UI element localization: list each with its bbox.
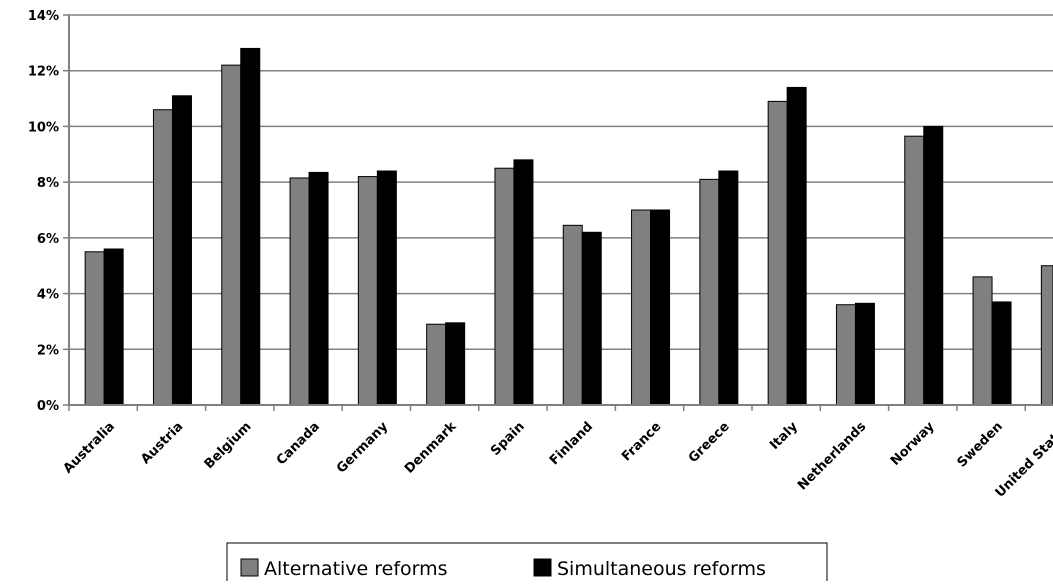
legend: Alternative reforms Simultaneous reforms xyxy=(226,542,828,586)
bar-simultaneous xyxy=(103,248,124,406)
legend-label-simultaneous: Simultaneous reforms xyxy=(557,558,766,580)
y-tick-label: 0% xyxy=(37,399,59,414)
bar-simultaneous xyxy=(308,171,329,406)
x-tick-label: Sweden xyxy=(955,419,1006,470)
bar-simultaneous xyxy=(581,231,602,406)
bar-alternative xyxy=(494,167,515,406)
legend-swatch-alternative xyxy=(240,558,259,577)
bar-alternative xyxy=(972,276,993,406)
bar-simultaneous xyxy=(445,322,466,406)
y-tick-label: 2% xyxy=(37,343,59,358)
bar-simultaneous xyxy=(240,47,261,406)
bar-simultaneous xyxy=(171,95,192,406)
bar-alternative xyxy=(562,224,583,406)
x-tick-labels: Australia Austria Belgium Canada Germany Denm… xyxy=(61,419,1053,501)
y-tick-label: 4% xyxy=(37,288,59,303)
legend-swatch-simultaneous xyxy=(533,558,552,577)
bar-simultaneous xyxy=(854,302,875,406)
legend-label-alternative: Alternative reforms xyxy=(264,558,448,580)
y-tick-labels: 0% 2% 4% 6% 8% 10% 12% 14% xyxy=(28,9,59,414)
y-tick-label: 8% xyxy=(37,176,59,191)
bar-alternative xyxy=(904,135,925,406)
x-tick-label: Germany xyxy=(334,419,392,477)
x-tick-label: Norway xyxy=(888,419,938,469)
x-tick-label: Denmark xyxy=(402,419,460,477)
x-tick-label: Finland xyxy=(547,419,596,468)
x-tick-label: Italy xyxy=(767,419,801,453)
bar-alternative xyxy=(84,251,105,406)
x-tick-label: France xyxy=(619,419,664,464)
bars xyxy=(84,47,1053,406)
x-tick-label: Australia xyxy=(61,419,118,476)
x-tick-label: Spain xyxy=(488,419,528,459)
bar-simultaneous xyxy=(650,209,671,406)
x-tick-label: Canada xyxy=(274,419,323,468)
bar-alternative xyxy=(835,304,856,406)
x-tick-label: Austria xyxy=(138,419,186,467)
y-tick-label: 6% xyxy=(37,232,59,247)
bar-simultaneous xyxy=(923,125,944,406)
bar-alternative xyxy=(289,177,310,406)
y-tick-label: 14% xyxy=(28,9,59,24)
legend-box xyxy=(226,542,828,586)
bar-simultaneous xyxy=(376,170,397,406)
x-tick-label: Netherlands xyxy=(795,419,869,493)
bar-simultaneous xyxy=(718,170,739,406)
bar-alternative xyxy=(152,109,173,406)
bar-simultaneous xyxy=(991,301,1012,406)
bar-simultaneous xyxy=(513,159,534,406)
y-tick-label: 10% xyxy=(28,120,59,135)
y-tick-label: 12% xyxy=(28,65,59,80)
x-tick-label: Greece xyxy=(686,419,733,466)
bar-simultaneous xyxy=(786,86,807,406)
x-tick-label: Belgium xyxy=(202,419,255,472)
bar-alternative xyxy=(357,176,378,406)
bar-alternative xyxy=(767,100,788,406)
bar-alternative xyxy=(699,178,720,406)
bar-alternative xyxy=(1040,265,1053,406)
bar-alternative xyxy=(426,323,447,406)
bar-alternative xyxy=(631,209,652,406)
bar-alternative xyxy=(221,64,242,406)
axes xyxy=(63,14,1053,411)
